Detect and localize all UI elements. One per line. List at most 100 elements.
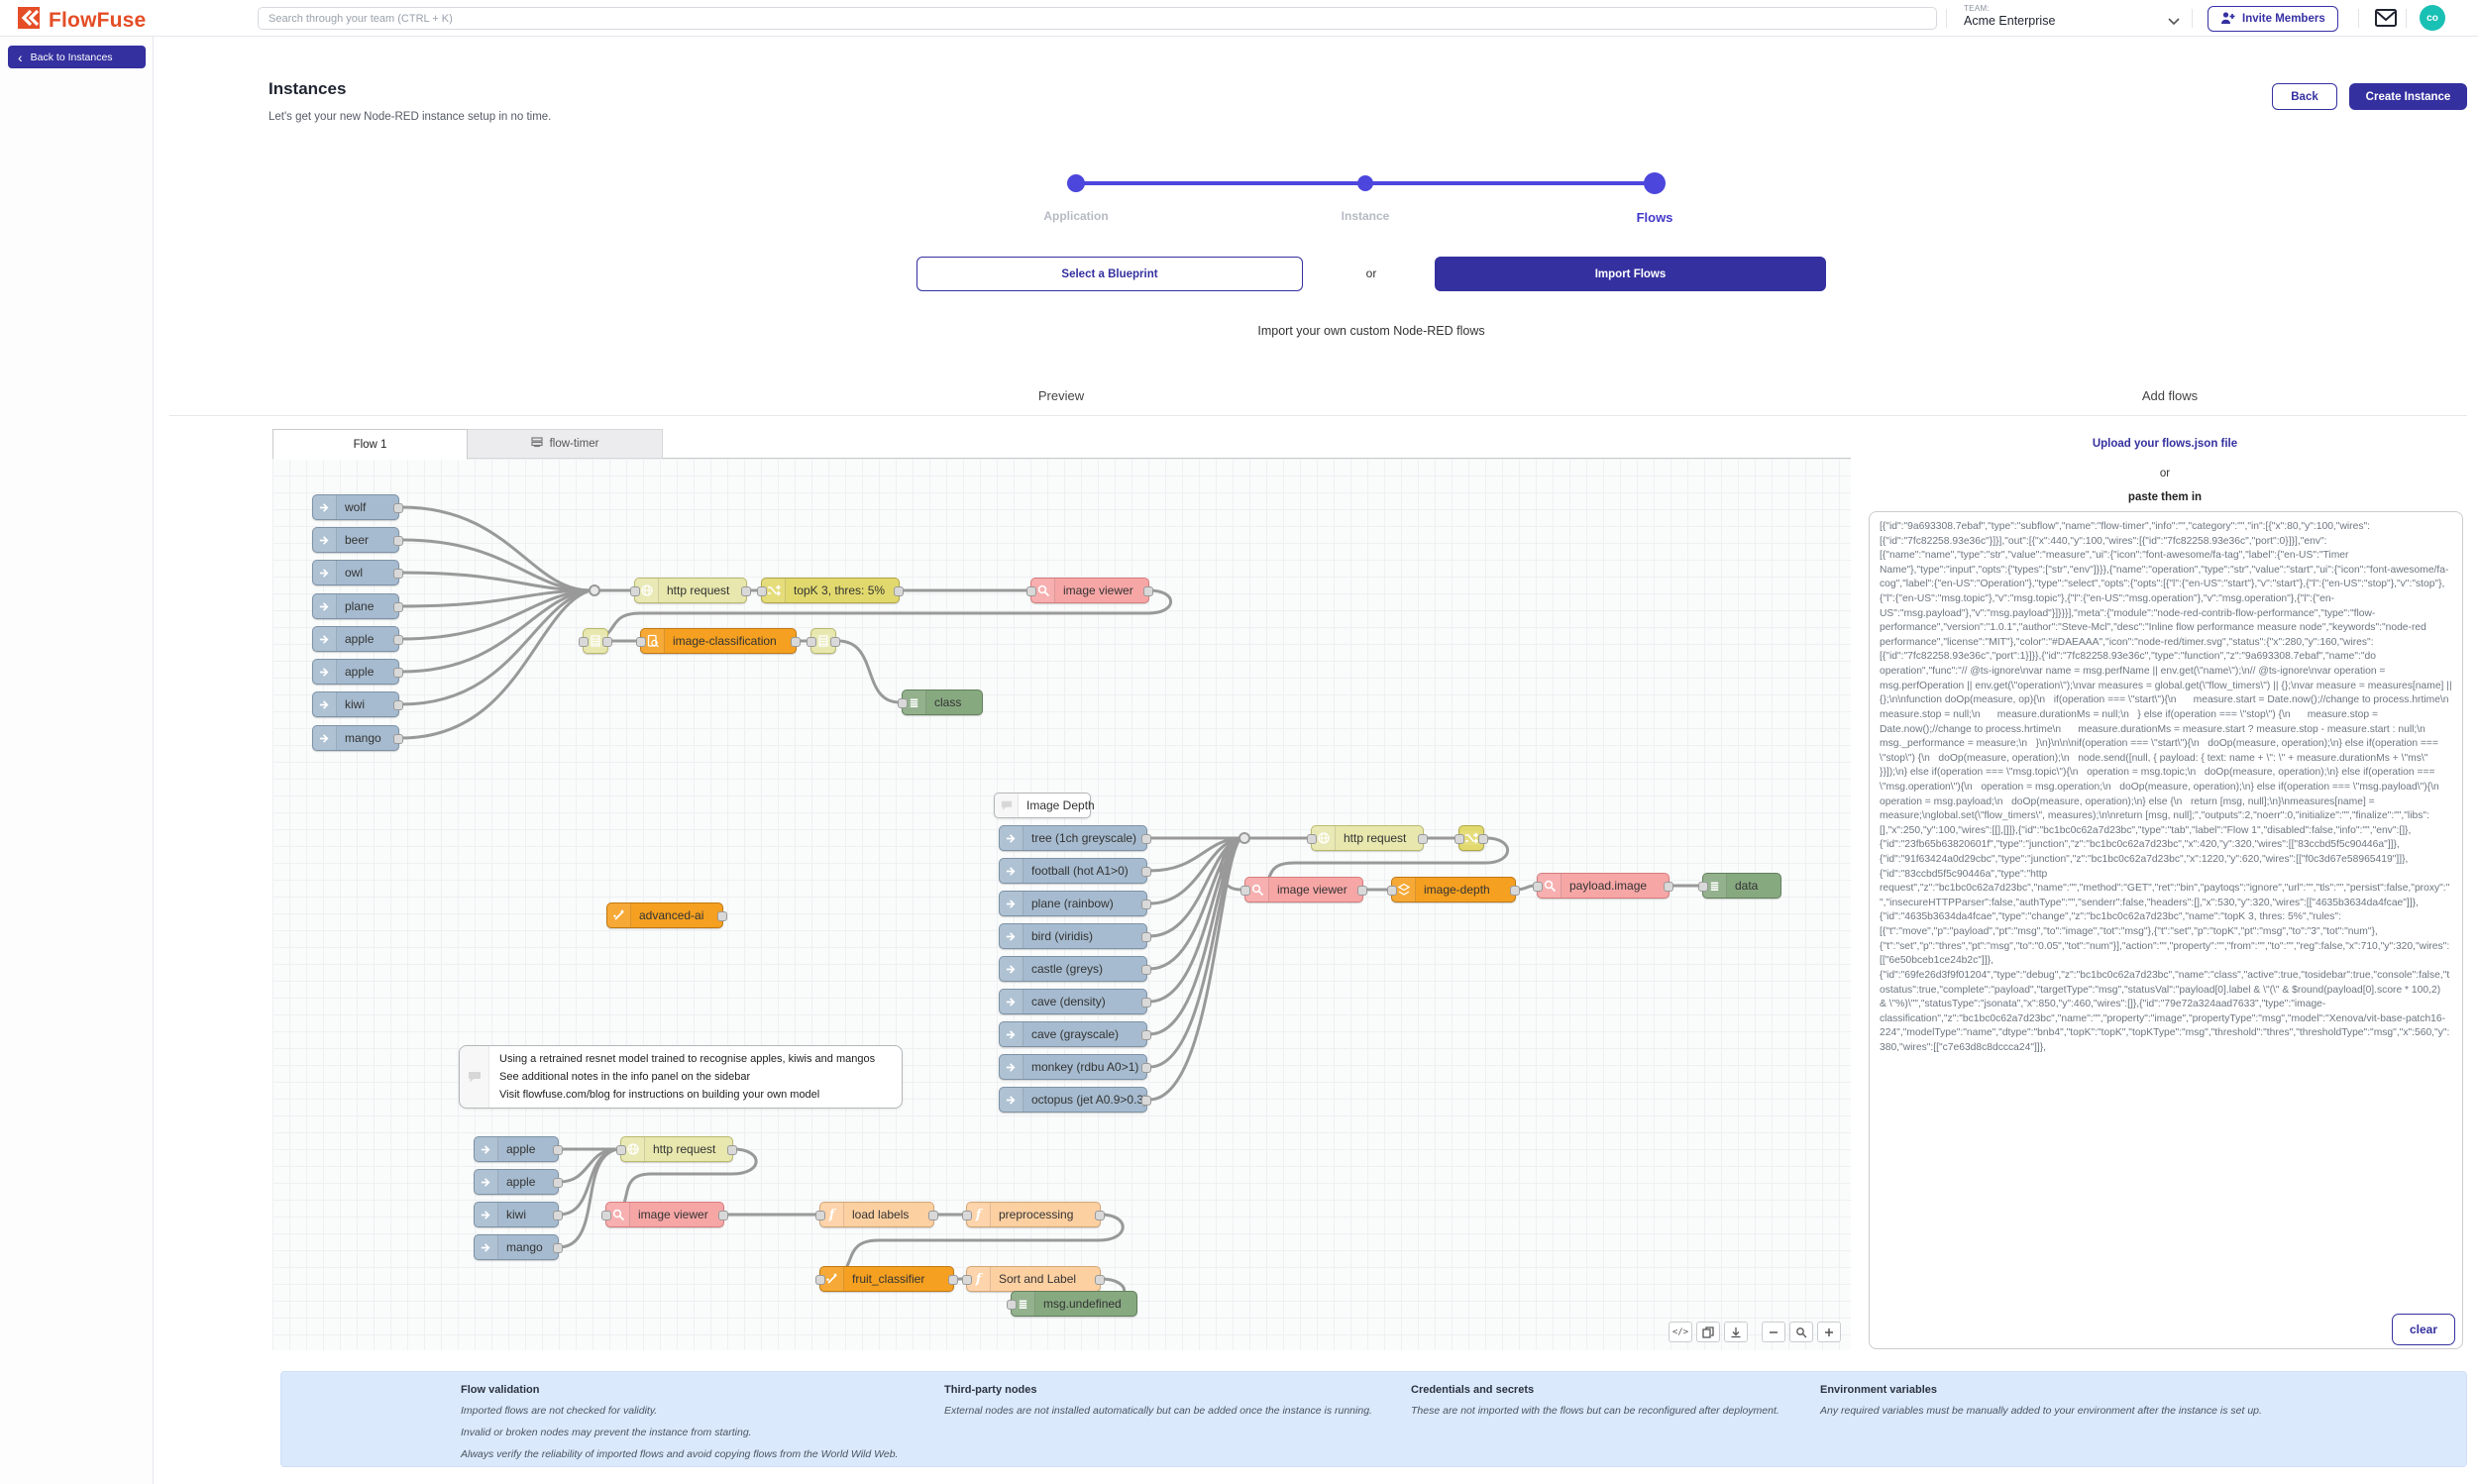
- flow-node-image-viewer: image viewer: [1240, 877, 1367, 902]
- flows-json-textarea[interactable]: [{"id":"9a693308.7ebaf","type":"subflow"…: [1869, 511, 2463, 1349]
- zoom-in-button[interactable]: [1817, 1322, 1841, 1342]
- footer-env-vars-title: Environment variables: [1820, 1384, 1937, 1396]
- comment-bubble-icon: [995, 794, 1019, 817]
- upload-flows-link[interactable]: Upload your flows.json file: [2092, 438, 2238, 450]
- flow-node-label: cave (grayscale): [1031, 1027, 1120, 1041]
- flow-canvas[interactable]: wolf beer owl plane apple apple kiwi mango http …: [272, 459, 1851, 1350]
- input-port: [1387, 886, 1397, 896]
- flow-node-label: apple: [506, 1175, 536, 1189]
- code-view-button[interactable]: </>: [1669, 1322, 1692, 1342]
- flowfuse-logo[interactable]: FlowFuse: [16, 5, 146, 36]
- create-instance-button[interactable]: Create Instance: [2349, 83, 2467, 110]
- invite-members-label: Invite Members: [2242, 13, 2325, 25]
- output-port: [741, 586, 751, 596]
- divider: [169, 415, 2467, 416]
- flow-node-label: apple: [345, 632, 375, 646]
- tab-flow-timer[interactable]: flow-timer: [468, 429, 663, 459]
- comment-bubble-icon: [460, 1046, 489, 1108]
- footer-flow-validation-title: Flow validation: [461, 1384, 540, 1396]
- back-button[interactable]: Back: [2272, 83, 2337, 110]
- inject-arrow-icon: [1000, 957, 1024, 981]
- flow-node-image-depth: image-depth: [1387, 877, 1520, 902]
- file-search-icon: [641, 629, 665, 653]
- output-port: [791, 637, 801, 647]
- step-dot-application[interactable]: [1067, 174, 1085, 192]
- inject-arrow-icon: [313, 627, 337, 651]
- search-input[interactable]: [258, 7, 1937, 30]
- output-port: [393, 668, 403, 678]
- flow-node-image-classification: image-classification: [636, 628, 801, 654]
- flow-node-octopus-jet-a0-9-0-3-: octopus (jet A0.9>0.3): [999, 1087, 1151, 1113]
- flow-node-http-request: http request: [1307, 825, 1428, 851]
- flow-node-label: mango: [506, 1240, 543, 1254]
- tab-flow-timer-label: flow-timer: [549, 438, 599, 450]
- copy-button[interactable]: [1696, 1322, 1720, 1342]
- preview-title: Preview: [1037, 388, 1085, 403]
- output-port: [727, 1145, 737, 1155]
- zoom-out-button[interactable]: [1762, 1322, 1785, 1342]
- flow-node-label: advanced-ai: [639, 908, 704, 922]
- output-port: [602, 637, 612, 647]
- output-port: [553, 1178, 563, 1188]
- flow-node-label: load labels: [852, 1208, 910, 1221]
- output-port: [894, 586, 904, 596]
- flow-node-changesq: [1454, 825, 1488, 851]
- output-port: [1141, 998, 1151, 1007]
- flow-node-bird-viridis-: bird (viridis): [999, 923, 1151, 949]
- output-port: [393, 635, 403, 645]
- comment-note: Using a retrained resnet model trained t…: [459, 1045, 903, 1109]
- flow-node-label: image viewer: [638, 1208, 708, 1221]
- flow-node-label: monkey (rdbu A0>1): [1031, 1060, 1139, 1074]
- input-port: [962, 1211, 972, 1220]
- flow-node-monkey-rdbu-a0-1-: monkey (rdbu A0>1): [999, 1054, 1151, 1080]
- inject-arrow-icon: [475, 1203, 498, 1226]
- flow-node-mango: mango: [474, 1234, 563, 1260]
- divider: [2192, 9, 2193, 28]
- mail-icon[interactable]: [2374, 8, 2398, 33]
- flow-node-label: payload.image: [1569, 879, 1648, 893]
- output-port: [393, 536, 403, 546]
- flow-node-cave-grayscale-: cave (grayscale): [999, 1021, 1151, 1047]
- tab-flow-1[interactable]: Flow 1: [272, 429, 468, 460]
- flow-node-label: apple: [345, 665, 375, 679]
- flow-node-label: bird (viridis): [1031, 929, 1094, 943]
- output-port: [393, 734, 403, 744]
- flow-node-label: plane: [345, 599, 375, 613]
- avatar-initials: co: [2426, 12, 2438, 24]
- shuffle-icon: [1459, 831, 1483, 845]
- team-label: TEAM:: [1964, 4, 1990, 13]
- layers-icon: [1392, 878, 1416, 901]
- invite-members-button[interactable]: Invite Members: [2208, 6, 2338, 32]
- flow-node-wolf: wolf: [312, 494, 403, 520]
- inject-arrow-icon: [1000, 892, 1024, 915]
- output-port: [553, 1243, 563, 1253]
- inject-arrow-icon: [1000, 859, 1024, 883]
- flow-node-label: http request: [1344, 831, 1407, 845]
- avatar[interactable]: co: [2420, 5, 2445, 31]
- flow-node-image-viewer: image viewer: [601, 1202, 728, 1227]
- input-port: [630, 586, 640, 596]
- input-port: [616, 1145, 626, 1155]
- back-to-instances-button[interactable]: ‹ Back to Instances: [8, 46, 146, 68]
- output-port: [1478, 834, 1488, 844]
- flow-node-tree-1ch-greyscale-: tree (1ch greyscale): [999, 825, 1151, 851]
- chevron-down-icon[interactable]: [2168, 13, 2180, 31]
- footer-line: These are not imported with the flows bu…: [1411, 1405, 1779, 1417]
- import-flows-button[interactable]: Import Flows: [1435, 257, 1826, 291]
- flow-node-kiwi: kiwi: [312, 691, 403, 717]
- clear-button[interactable]: clear: [2392, 1314, 2455, 1345]
- footer-third-party-title: Third-party nodes: [944, 1384, 1037, 1396]
- select-blueprint-button[interactable]: Select a Blueprint: [916, 257, 1303, 291]
- comment-note-line: Using a retrained resnet model trained t…: [499, 1053, 876, 1065]
- step-dot-flows[interactable]: [1644, 172, 1666, 194]
- person-plus-icon: [2220, 11, 2235, 28]
- step-dot-instance[interactable]: [1357, 175, 1373, 191]
- zoom-reset-button[interactable]: [1789, 1322, 1813, 1342]
- input-port: [1454, 834, 1464, 844]
- team-selector[interactable]: TEAM: Acme Enterprise: [1964, 4, 2055, 28]
- paste-them-in-label: paste them in: [2127, 491, 2203, 503]
- download-button[interactable]: [1724, 1322, 1748, 1342]
- flow-node-class: class: [898, 689, 983, 715]
- template-icon: [584, 634, 607, 648]
- team-name: Acme Enterprise: [1964, 14, 2056, 28]
